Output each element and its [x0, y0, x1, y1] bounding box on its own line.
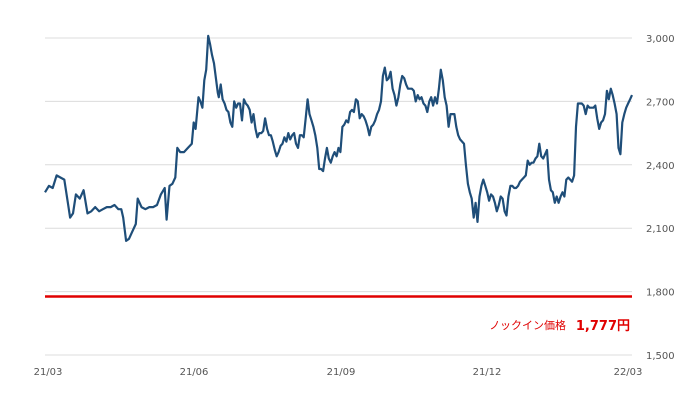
y-axis-ticks: 1,500 1,800 2,100 2,400 2,700 3,000	[646, 34, 675, 362]
y-tick-label: 2,100	[646, 224, 675, 235]
y-tick-label: 3,000	[646, 34, 675, 45]
x-tick-label: 21/12	[473, 367, 502, 378]
y-tick-label: 1,500	[646, 351, 675, 362]
y-tick-label: 2,400	[646, 161, 675, 172]
x-tick-label: 22/03	[614, 367, 643, 378]
x-tick-label: 21/09	[327, 367, 356, 378]
gridlines	[45, 37, 632, 356]
price-series-line	[44, 34, 634, 242]
knock-in-label: ノックイン価格	[489, 318, 566, 332]
x-axis-ticks: 21/03 21/06 21/09 21/12 22/03	[34, 367, 643, 378]
y-tick-label: 1,800	[646, 288, 675, 299]
knock-in-value: 1,777円	[576, 319, 630, 334]
x-tick-label: 21/03	[34, 367, 63, 378]
x-tick-label: 21/06	[180, 367, 209, 378]
y-tick-label: 2,700	[646, 97, 675, 108]
